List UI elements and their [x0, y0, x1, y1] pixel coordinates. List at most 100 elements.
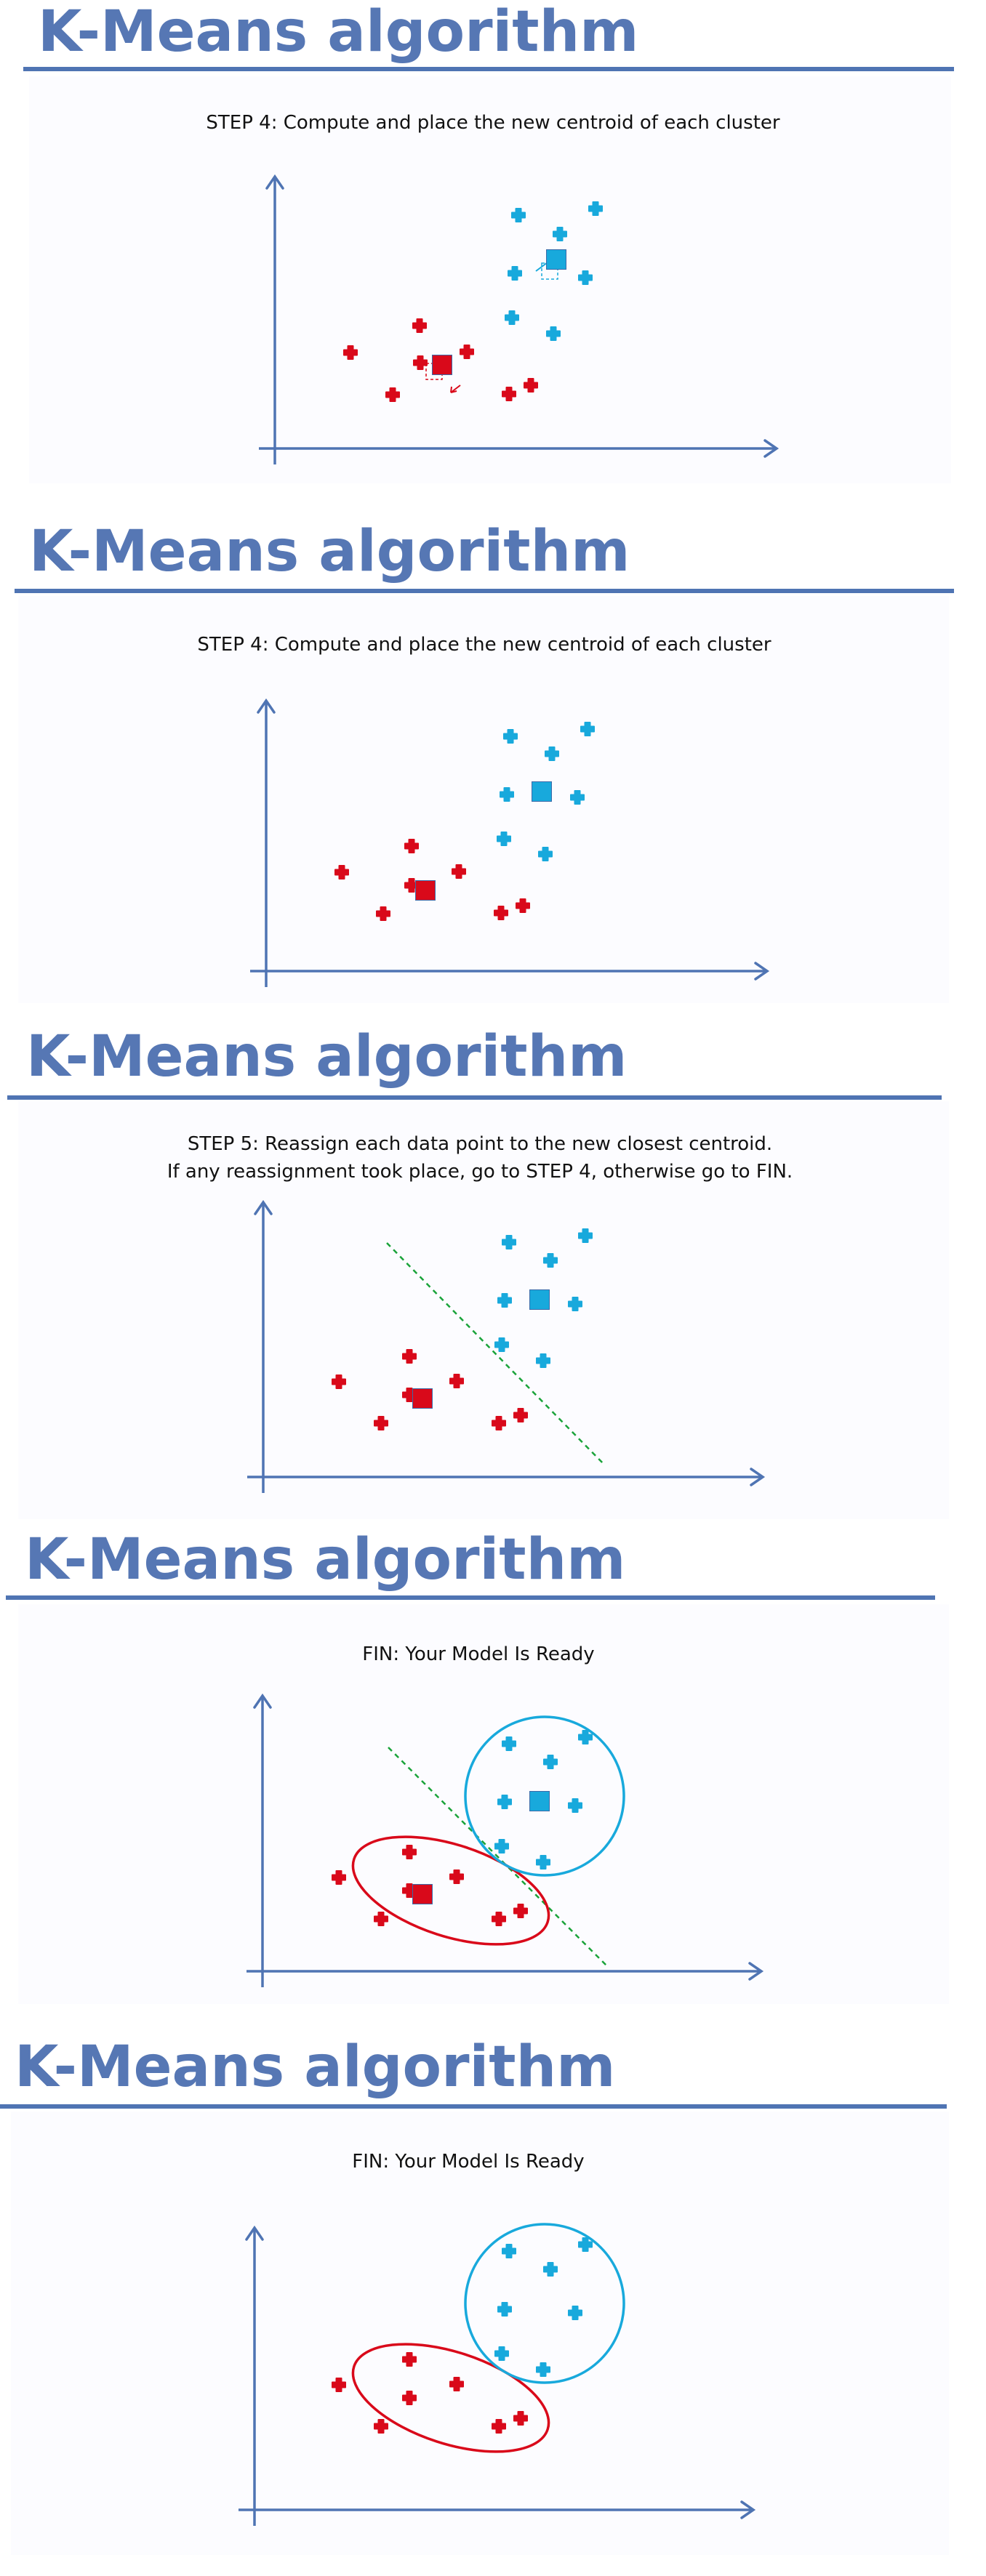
blue-data-point [502, 1736, 516, 1751]
blue-data-point [505, 310, 519, 325]
blue-data-point [545, 746, 559, 761]
slide-panel [18, 1604, 949, 2004]
caption-line: FIN: Your Model Is Ready [0, 1641, 957, 1668]
caption-line: STEP 4: Compute and place the new centro… [0, 631, 969, 659]
caption-text: Reassign each data point to the new clos… [258, 1133, 773, 1155]
blue-data-point [543, 1253, 558, 1268]
blue-data-point [543, 1755, 558, 1769]
blue-cluster-circle [464, 1715, 625, 1877]
red-data-point [449, 2377, 464, 2391]
blue-cluster-circle [464, 2223, 625, 2384]
x-axis-arrow-icon [763, 439, 779, 458]
blue-data-point [536, 1353, 550, 1368]
slide-panel [18, 596, 949, 1003]
blue-data-point [578, 1228, 593, 1243]
blue-data-point [588, 201, 603, 216]
caption-text: Compute and place the new centroid of ea… [268, 634, 771, 656]
red-data-point [402, 2352, 417, 2367]
blue-data-point [502, 1235, 516, 1249]
slide-title: K-Means algorithm [26, 1024, 628, 1090]
slide-2: K-Means algorithm STEP 4: Compute and pla… [0, 523, 986, 1032]
red-data-point [376, 906, 390, 921]
red-data-point [449, 1374, 464, 1388]
x-axis-arrow-icon [754, 962, 770, 981]
red-data-point [513, 1408, 528, 1422]
red-data-point [402, 2391, 417, 2405]
x-axis-arrow-icon [748, 1962, 764, 1981]
red-data-point [332, 2378, 346, 2392]
slide-5: K-Means algorithm FIN: Your Model Is Read… [0, 2034, 986, 2555]
red-data-point [502, 387, 516, 401]
red-data-point [374, 2419, 388, 2434]
step-caption: STEP 5: Reassign each data point to the … [0, 1130, 960, 1186]
caption-line: FIN: Your Model Is Ready [0, 2148, 937, 2175]
slide-title: K-Means algorithm [29, 519, 630, 584]
x-axis-arrow-icon [740, 2500, 756, 2519]
red-data-point [374, 1416, 388, 1430]
slide-title: K-Means algorithm [15, 2034, 616, 2100]
blue-data-point [570, 790, 585, 805]
red-data-point [402, 1349, 417, 1364]
caption-step-label: STEP 4: [197, 634, 269, 656]
slide-panel [18, 1101, 949, 1519]
title-underline [6, 1595, 935, 1600]
blue-data-point [578, 1730, 593, 1744]
blue-data-point [497, 832, 511, 846]
blue-data-point [502, 2244, 516, 2258]
step-caption: STEP 4: Compute and place the new centro… [0, 631, 969, 659]
blue-data-point [568, 1798, 582, 1813]
blue-data-point [508, 266, 522, 281]
red-centroid-square-icon [432, 355, 452, 375]
red-data-point [413, 355, 428, 370]
title-underline [15, 589, 954, 593]
blue-data-point [536, 1855, 550, 1869]
blue-data-point [568, 2306, 582, 2320]
decision-boundary [386, 1242, 606, 1466]
blue-data-point [494, 2346, 509, 2361]
slide-panel [11, 2112, 949, 2555]
slide-panel [29, 76, 951, 483]
red-data-point [516, 898, 530, 913]
blue-data-point [503, 729, 518, 744]
scatter-plot [246, 1693, 764, 1987]
step-caption: STEP 4: Compute and place the new centro… [0, 109, 986, 137]
scatter-plot [239, 2223, 756, 2526]
red-data-point [492, 1912, 506, 1926]
caption-step-label: STEP 4: [206, 112, 278, 134]
red-centroid-square-icon [415, 880, 436, 901]
y-axis-arrow-icon [265, 174, 284, 190]
title-underline [7, 1095, 942, 1100]
red-data-point [332, 1374, 346, 1389]
blue-data-point [578, 2237, 593, 2252]
caption-text: Your Model Is Ready [399, 1643, 595, 1665]
red-data-point [332, 1870, 346, 1885]
blue-centroid-square-icon [546, 249, 566, 270]
x-axis-arrow-icon [750, 1468, 766, 1486]
red-data-point [412, 318, 427, 333]
blue-centroid-square-icon [529, 1791, 550, 1811]
y-axis-arrow-icon [254, 1199, 273, 1215]
slide-title: K-Means algorithm [38, 0, 639, 65]
title-underline [0, 2104, 947, 2109]
blue-data-point [497, 1795, 512, 1809]
blue-data-point [580, 722, 595, 736]
slide-1: K-Means algorithm STEP 4: Compute and pla… [0, 0, 986, 509]
red-data-point [449, 1869, 464, 1884]
y-axis-arrow-icon [245, 2225, 264, 2241]
red-centroid-square-icon [412, 1388, 433, 1409]
blue-data-point [538, 847, 553, 861]
scatter-plot [259, 174, 779, 464]
red-data-point [402, 1845, 417, 1859]
red-data-point [334, 865, 349, 880]
red-data-point [404, 839, 419, 853]
red-centroid-square-icon [412, 1884, 433, 1904]
caption-text: Compute and place the new centroid of ea… [277, 112, 780, 134]
scatter-plot [247, 1199, 766, 1493]
red-data-point [494, 906, 508, 920]
red-data-point [343, 345, 358, 360]
arrow-head-icon [450, 386, 457, 393]
blue-centroid-square-icon [532, 781, 552, 802]
blue-data-point [553, 227, 567, 241]
y-axis-arrow-icon [253, 1693, 272, 1709]
red-centroid-move-arrow [450, 385, 461, 393]
